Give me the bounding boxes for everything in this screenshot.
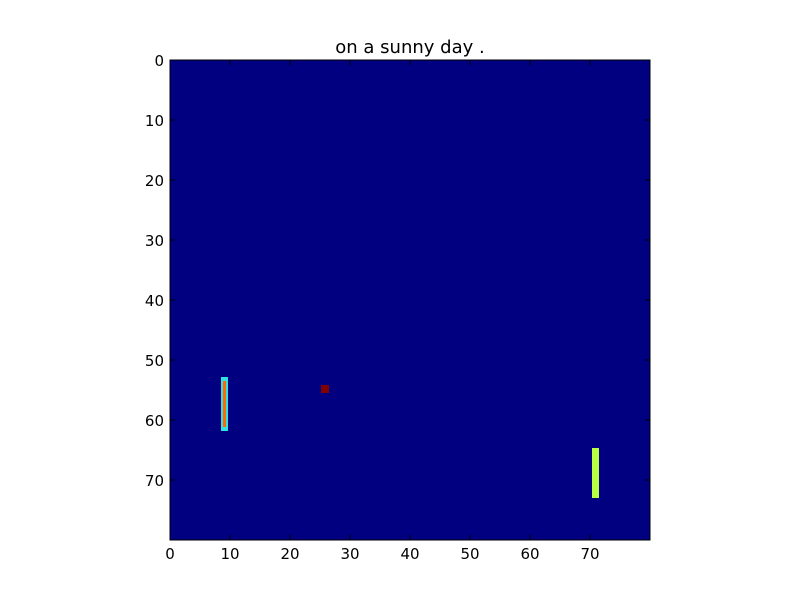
x-tick-label: 20 xyxy=(280,545,299,563)
x-tick-label: 70 xyxy=(580,545,599,563)
y-tick-label: 60 xyxy=(145,412,164,430)
x-tick-label: 0 xyxy=(165,545,175,563)
y-tick-label: 50 xyxy=(145,352,164,370)
y-tick-label: 10 xyxy=(145,112,164,130)
x-tick-label: 50 xyxy=(460,545,479,563)
x-axis: 0 10 20 30 40 50 60 70 xyxy=(165,60,600,563)
x-tick-label: 10 xyxy=(220,545,239,563)
right-paddle xyxy=(592,448,599,498)
x-tick-label: 40 xyxy=(400,545,419,563)
y-tick-label: 30 xyxy=(145,232,164,250)
ball xyxy=(321,385,329,393)
y-tick-label: 0 xyxy=(154,52,164,70)
y-tick-label: 70 xyxy=(145,472,164,490)
y-tick-label: 40 xyxy=(145,292,164,310)
y-tick-label: 20 xyxy=(145,172,164,190)
left-paddle xyxy=(223,381,226,427)
game-field xyxy=(170,60,650,540)
sprites-layer xyxy=(221,377,599,498)
x-tick-label: 30 xyxy=(340,545,359,563)
y-axis: 0 10 20 30 40 50 60 70 xyxy=(145,52,650,490)
plot-title: on a sunny day . xyxy=(335,37,484,58)
x-tick-label: 60 xyxy=(520,545,539,563)
